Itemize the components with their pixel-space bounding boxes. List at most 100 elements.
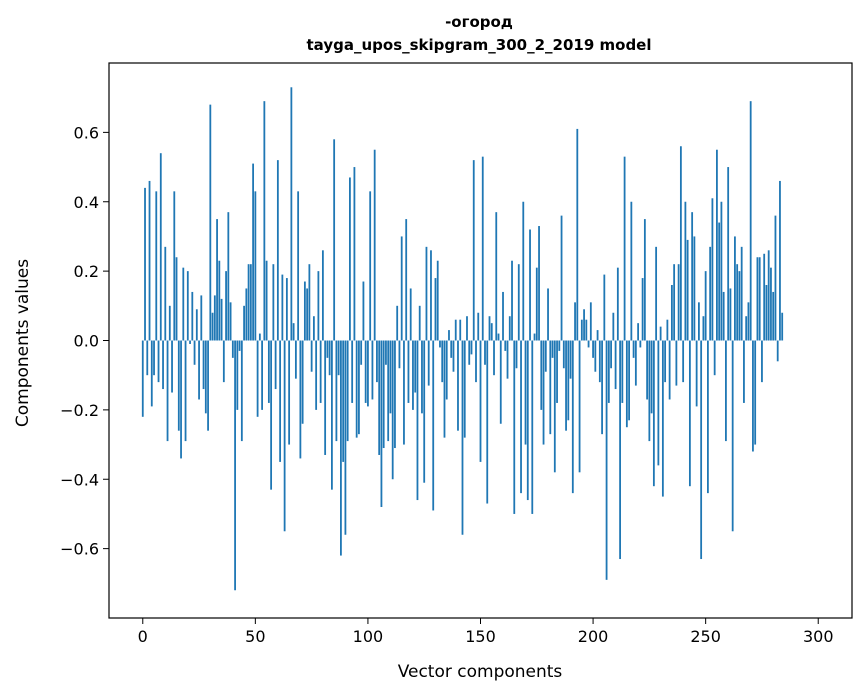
bar-component-128 xyxy=(430,250,432,341)
bar-component-43 xyxy=(238,340,241,351)
bar-component-253 xyxy=(711,198,714,341)
bar-component-197 xyxy=(585,319,588,341)
bar-component-54 xyxy=(263,101,266,341)
bar-component-184 xyxy=(556,340,558,403)
bar-component-215 xyxy=(625,340,628,428)
bar-component-117 xyxy=(405,219,408,341)
bar-component-267 xyxy=(743,340,745,403)
bar-component-205 xyxy=(603,274,606,341)
bar-component-163 xyxy=(508,316,511,341)
bar-component-180 xyxy=(547,288,549,341)
bar-component-36 xyxy=(222,340,225,383)
bar-component-8 xyxy=(159,153,162,341)
bar-component-242 xyxy=(686,239,689,341)
bar-component-82 xyxy=(326,340,329,358)
bar-component-175 xyxy=(535,267,538,341)
y-tick-label: 0.2 xyxy=(74,262,99,281)
bar-component-159 xyxy=(499,340,502,424)
bar-component-237 xyxy=(675,340,678,386)
bar-component-17 xyxy=(180,340,182,459)
bar-component-168 xyxy=(520,340,522,494)
bar-component-46 xyxy=(245,288,248,341)
bar-component-153 xyxy=(486,340,489,504)
bar-component-105 xyxy=(378,340,381,455)
bar-component-244 xyxy=(691,212,694,341)
bar-component-66 xyxy=(290,87,293,341)
bar-component-31 xyxy=(211,312,214,341)
bar-component-187 xyxy=(562,340,565,369)
bar-component-251 xyxy=(707,340,709,494)
bar-component-41 xyxy=(234,340,236,591)
bar-component-194 xyxy=(578,340,581,473)
bar-component-69 xyxy=(297,191,300,341)
bar-component-133 xyxy=(441,340,444,383)
bar-component-30 xyxy=(209,104,212,341)
bar-component-140 xyxy=(457,340,459,431)
bar-component-150 xyxy=(479,340,482,462)
x-tick-label: 300 xyxy=(803,627,834,646)
bar-component-243 xyxy=(688,340,691,487)
bar-component-206 xyxy=(605,340,608,580)
bar-component-186 xyxy=(560,215,563,341)
bar-component-279 xyxy=(770,267,772,341)
bar-component-207 xyxy=(607,340,610,403)
bar-component-110 xyxy=(389,340,392,414)
bar-component-280 xyxy=(772,291,775,341)
bar-component-13 xyxy=(171,340,173,393)
bar-component-231 xyxy=(661,340,664,497)
bar-component-216 xyxy=(628,340,630,421)
bar-component-63 xyxy=(283,340,286,532)
bar-component-72 xyxy=(303,281,306,341)
bar-component-259 xyxy=(725,340,727,442)
bar-component-123 xyxy=(418,305,421,341)
bar-component-283 xyxy=(779,180,781,341)
bar-component-91 xyxy=(346,340,349,442)
bar-component-116 xyxy=(403,340,405,445)
bar-component-161 xyxy=(504,340,507,351)
bar-series xyxy=(141,87,784,591)
bar-component-95 xyxy=(355,340,358,438)
bar-component-257 xyxy=(720,201,723,341)
bar-component-10 xyxy=(164,246,167,341)
bar-component-193 xyxy=(576,128,579,341)
bar-component-131 xyxy=(436,260,439,341)
bar-component-234 xyxy=(668,340,671,400)
bar-component-210 xyxy=(614,340,617,390)
bar-component-200 xyxy=(592,340,594,358)
bar-component-129 xyxy=(432,340,435,511)
bar-component-48 xyxy=(249,264,252,341)
bar-component-208 xyxy=(610,340,612,369)
bar-component-164 xyxy=(511,260,513,341)
bar-component-152 xyxy=(484,340,486,365)
y-tick-label: 0.6 xyxy=(74,123,99,142)
bar-component-65 xyxy=(288,340,291,445)
bar-component-181 xyxy=(549,340,552,435)
bar-component-224 xyxy=(646,340,649,400)
y-tick-label: −0.6 xyxy=(60,540,99,559)
bar-component-114 xyxy=(398,340,401,369)
bar-component-88 xyxy=(340,340,342,556)
bar-component-145 xyxy=(468,340,471,365)
bar-component-138 xyxy=(452,340,455,372)
bar-component-64 xyxy=(285,278,288,341)
bar-component-73 xyxy=(306,288,309,341)
bar-component-201 xyxy=(594,340,597,372)
bar-component-92 xyxy=(349,177,351,341)
bar-component-162 xyxy=(506,340,509,379)
bar-component-61 xyxy=(279,340,282,462)
bar-component-141 xyxy=(459,319,462,341)
bar-component-22 xyxy=(191,291,194,341)
bar-component-250 xyxy=(704,271,707,341)
bar-component-223 xyxy=(643,219,646,341)
bar-component-146 xyxy=(470,340,473,355)
bar-component-101 xyxy=(369,191,372,341)
bar-component-132 xyxy=(439,340,441,348)
bar-component-53 xyxy=(261,340,263,410)
y-tick-label: 0.4 xyxy=(74,193,99,212)
bar-component-135 xyxy=(445,340,448,400)
y-tick-label: −0.2 xyxy=(60,401,99,420)
bar-component-221 xyxy=(639,340,642,348)
bar-component-154 xyxy=(488,316,491,341)
bar-component-98 xyxy=(362,281,365,341)
bar-component-113 xyxy=(396,305,399,341)
